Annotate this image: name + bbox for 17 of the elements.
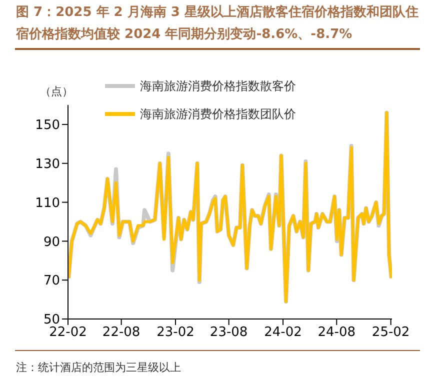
y-tick-label: 130 bbox=[35, 156, 60, 172]
x-tick-label: 22-08 bbox=[102, 325, 140, 340]
y-tick-label: 90 bbox=[43, 234, 60, 250]
chart-title: 图 7：2025 年 2 月海南 3 星级以上酒店散客住宿价格指数和团队住宿价格指数均值较 2024 年同期分别变动-8.6%、-8.7% bbox=[16, 4, 420, 44]
x-tick-label: 23-02 bbox=[156, 325, 194, 340]
legend-label: 海南旅游消费价格指数团队价 bbox=[140, 106, 296, 122]
x-tick-label: 22-02 bbox=[49, 325, 87, 340]
x-tick-label: 23-08 bbox=[210, 325, 248, 340]
legend-label: 海南旅游消费价格指数散客价 bbox=[140, 78, 296, 94]
x-tick-label: 25-02 bbox=[372, 325, 410, 340]
y-tick-label: 150 bbox=[35, 118, 60, 134]
x-tick-label: 24-08 bbox=[318, 325, 356, 340]
y-tick-label: 70 bbox=[43, 274, 60, 289]
text: 注：统计酒店的范围为三星级以上 bbox=[16, 360, 181, 375]
y-axis-title: （点） bbox=[40, 84, 73, 99]
y-tick-label: 110 bbox=[35, 196, 60, 211]
x-tick-label: 24-02 bbox=[264, 325, 302, 340]
